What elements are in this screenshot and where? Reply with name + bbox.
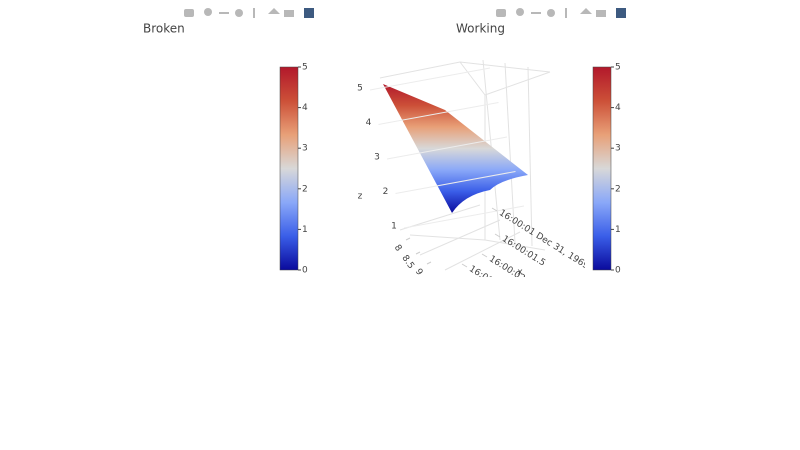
y-tick [405, 237, 411, 241]
colorbar [279, 66, 299, 271]
y-tick-label: 9 [413, 267, 425, 278]
colorbar-tick-label: 2 [615, 184, 621, 194]
z-tick-label: 4 [366, 118, 372, 128]
colorbar-tick-label: 1 [302, 225, 308, 235]
z-tick-label: 3 [374, 153, 380, 163]
y-tick-label: 8.5 [399, 254, 415, 271]
z-tick-label: 5 [357, 84, 363, 94]
surface [383, 84, 528, 213]
plotly-logo[interactable] [304, 8, 314, 18]
rotate-icon[interactable] [547, 9, 555, 17]
x-tick [481, 253, 488, 258]
colorbar-tick-label: 1 [615, 225, 621, 235]
chart-title: Broken [143, 22, 185, 36]
home-icon[interactable] [268, 8, 280, 14]
x-tick [494, 233, 501, 238]
y-tick [415, 251, 421, 255]
x-tick [461, 263, 468, 268]
colorbar-tick-label: 5 [302, 63, 308, 73]
x-tick [491, 207, 498, 212]
modebar-left [184, 8, 314, 18]
camera-reset-icon[interactable] [284, 10, 294, 17]
zoom-icon[interactable] [516, 8, 524, 16]
orbit-icon[interactable] [253, 8, 255, 18]
colorbar-tick-label: 0 [615, 266, 621, 276]
z-grid-line [386, 136, 508, 160]
colorbar-tick-label: 4 [302, 103, 308, 113]
camera-icon[interactable] [496, 9, 506, 17]
z-grid-line [395, 171, 516, 194]
y-tick-label: 8 [392, 243, 404, 254]
camera-reset-icon[interactable] [596, 10, 606, 17]
z-axis-label: z [358, 192, 363, 202]
camera-icon[interactable] [184, 9, 194, 17]
pan-icon[interactable] [219, 12, 229, 14]
colorbar-tick-label: 2 [302, 184, 308, 194]
colorbar-tick-label: 5 [615, 63, 621, 73]
zoom-icon[interactable] [204, 8, 212, 16]
x-axis-label: x [517, 268, 523, 278]
plotly-logo[interactable] [616, 8, 626, 18]
rotate-icon[interactable] [235, 9, 243, 17]
pan-icon[interactable] [531, 12, 541, 14]
colorbar [592, 66, 612, 271]
colorbar-tick-label: 3 [615, 144, 621, 154]
home-icon[interactable] [580, 8, 592, 14]
z-grid-line [369, 67, 491, 91]
y-tick [426, 261, 432, 265]
z-tick-label: 1 [391, 222, 397, 232]
colorbar-tick-label: 4 [615, 103, 621, 113]
z-tick-label: 2 [383, 187, 389, 197]
colorbar-tick-label: 3 [302, 144, 308, 154]
colorbar-tick-label: 0 [302, 266, 308, 276]
modebar-right [496, 8, 626, 18]
orbit-icon[interactable] [565, 8, 567, 18]
chart-title: Working [456, 22, 505, 36]
z-grid-line [403, 205, 525, 229]
z-grid-line [378, 102, 499, 125]
